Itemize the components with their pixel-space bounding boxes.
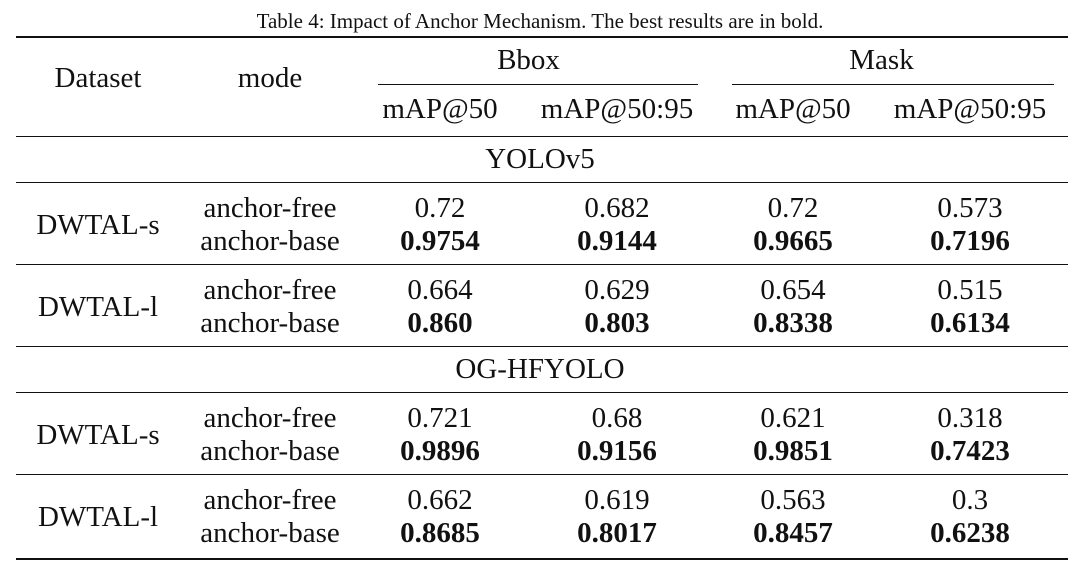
metric-value: 0.664	[407, 274, 473, 306]
metric-value: 0.8017	[577, 517, 657, 549]
mode-label: anchor-base	[200, 307, 340, 339]
section-title: OG-HFYOLO	[455, 353, 625, 385]
metric-value: 0.7423	[930, 435, 1010, 467]
mode-label: anchor-base	[200, 435, 340, 467]
metric-value: 0.515	[937, 274, 1003, 306]
header-metric: mAP@50:95	[893, 93, 1047, 125]
dataset-name: DWTAL-s	[36, 418, 160, 451]
metric-value: 0.8338	[753, 307, 833, 339]
metric-value: 0.629	[584, 274, 650, 306]
metric-value: 0.68	[591, 402, 643, 434]
header-metric: mAP@50	[382, 93, 498, 125]
header-metric: mAP@50	[735, 93, 851, 125]
metric-value: 0.573	[937, 192, 1003, 224]
header-group-bbox: Bbox	[497, 44, 560, 76]
section-title: YOLOv5	[485, 143, 595, 175]
section-rule	[16, 182, 1068, 183]
metric-value: 0.9851	[753, 435, 833, 467]
mode-label: anchor-free	[203, 192, 337, 224]
metric-value: 0.7196	[930, 225, 1010, 257]
mode-label: anchor-free	[203, 484, 337, 516]
metric-value: 0.9144	[577, 225, 657, 257]
mode-label: anchor-free	[203, 402, 337, 434]
metric-value: 0.860	[407, 307, 473, 339]
metric-value: 0.721	[407, 402, 473, 434]
metric-value: 0.8457	[753, 517, 833, 549]
metric-value: 0.9156	[577, 435, 657, 467]
metric-value: 0.6238	[930, 517, 1010, 549]
metric-value: 0.3	[951, 484, 989, 516]
mode-label: anchor-base	[200, 517, 340, 549]
mask-group-rule	[732, 84, 1054, 85]
metric-value: 0.6134	[930, 307, 1010, 339]
header-metric: mAP@50:95	[540, 93, 694, 125]
metric-value: 0.9665	[753, 225, 833, 257]
table-caption: Table 4: Impact of Anchor Mechanism. The…	[256, 9, 824, 33]
bottom-rule	[16, 558, 1068, 560]
header-dataset: Dataset	[54, 62, 142, 94]
metric-value: 0.563	[760, 484, 826, 516]
mode-label: anchor-base	[200, 225, 340, 257]
top-rule	[16, 36, 1068, 38]
section-rule	[16, 392, 1068, 393]
metric-value: 0.662	[407, 484, 473, 516]
metric-value: 0.318	[937, 402, 1003, 434]
mode-label: anchor-free	[203, 274, 337, 306]
metric-value: 0.9754	[400, 225, 480, 257]
dataset-name: DWTAL-l	[37, 290, 159, 323]
header-group-mask: Mask	[849, 44, 914, 76]
metric-value: 0.9896	[400, 435, 480, 467]
bbox-group-rule	[378, 84, 698, 85]
metric-value: 0.619	[584, 484, 650, 516]
metric-value: 0.72	[414, 192, 466, 224]
metric-value: 0.72	[767, 192, 819, 224]
metric-value: 0.621	[760, 402, 826, 434]
metric-value: 0.654	[760, 274, 826, 306]
metric-value: 0.682	[584, 192, 650, 224]
block-rule	[16, 474, 1068, 475]
dataset-name: DWTAL-l	[37, 500, 159, 533]
metric-value: 0.8685	[400, 517, 480, 549]
dataset-name: DWTAL-s	[36, 208, 160, 241]
block-rule	[16, 264, 1068, 265]
header-mode: mode	[237, 62, 303, 94]
block-rule	[16, 346, 1068, 347]
metric-value: 0.803	[584, 307, 650, 339]
header-rule	[16, 136, 1068, 137]
